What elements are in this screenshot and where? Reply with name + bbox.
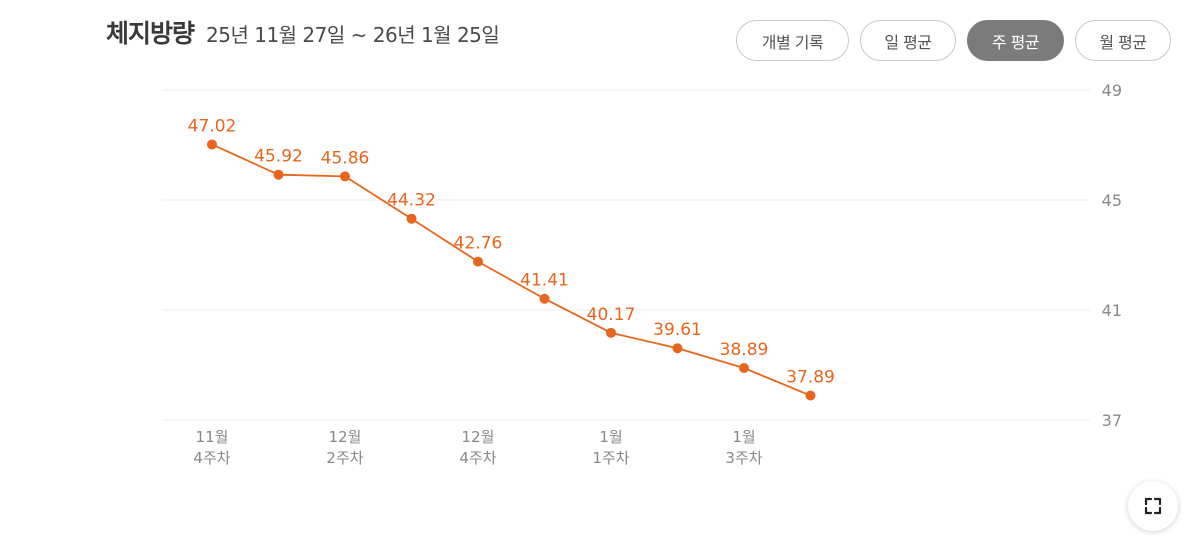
- expand-icon: [1144, 497, 1162, 515]
- data-point: [340, 171, 350, 182]
- data-point: [672, 343, 683, 354]
- data-point: [805, 390, 816, 401]
- data-point: [273, 169, 284, 180]
- tab-individual-records[interactable]: 개별 기록: [736, 20, 849, 61]
- chart-header: 체지방량 25년 11월 27일 ~ 26년 1월 25일: [106, 14, 500, 50]
- x-tick-label: 4주차: [459, 449, 496, 467]
- data-label: 38.89: [720, 340, 769, 360]
- data-label: 40.17: [587, 305, 636, 325]
- data-label: 42.76: [454, 234, 503, 254]
- tab-monthly-average[interactable]: 월 평균: [1075, 20, 1171, 61]
- data-point: [606, 327, 616, 338]
- data-label: 37.89: [786, 368, 835, 388]
- data-point: [207, 139, 217, 150]
- data-label: 45.86: [321, 148, 370, 168]
- y-tick-label: 45: [1102, 191, 1122, 210]
- x-tick-label: 1주차: [592, 449, 629, 467]
- tab-daily-average[interactable]: 일 평균: [860, 20, 956, 61]
- period-tabs: 개별 기록 일 평균 주 평균 월 평균: [736, 20, 1171, 61]
- data-point: [739, 363, 749, 374]
- data-label: 47.02: [188, 116, 237, 136]
- x-tick-label: 12월: [329, 428, 362, 446]
- y-tick-label: 49: [1102, 81, 1122, 100]
- expand-button[interactable]: [1128, 481, 1178, 531]
- y-tick-label: 41: [1102, 301, 1122, 320]
- x-tick-label: 1월: [732, 428, 755, 446]
- data-label: 45.92: [254, 147, 303, 167]
- data-label: 41.41: [520, 271, 569, 291]
- x-tick-label: 2주차: [326, 449, 363, 467]
- data-label: 44.32: [387, 191, 436, 211]
- tab-weekly-average[interactable]: 주 평균: [967, 20, 1064, 61]
- x-tick-label: 12월: [462, 428, 495, 446]
- data-point: [473, 256, 483, 267]
- data-point: [539, 293, 550, 304]
- date-range: 25년 11월 27일 ~ 26년 1월 25일: [206, 23, 500, 47]
- x-tick-label: 3주차: [725, 449, 762, 467]
- data-point: [406, 213, 417, 224]
- x-tick-label: 4주차: [193, 449, 230, 467]
- x-tick-label: 11월: [196, 428, 229, 446]
- y-tick-label: 37: [1102, 411, 1122, 430]
- x-tick-label: 1월: [599, 428, 622, 446]
- series-line: [211, 143, 811, 397]
- data-label: 39.61: [653, 320, 702, 340]
- page-title: 체지방량: [106, 19, 195, 48]
